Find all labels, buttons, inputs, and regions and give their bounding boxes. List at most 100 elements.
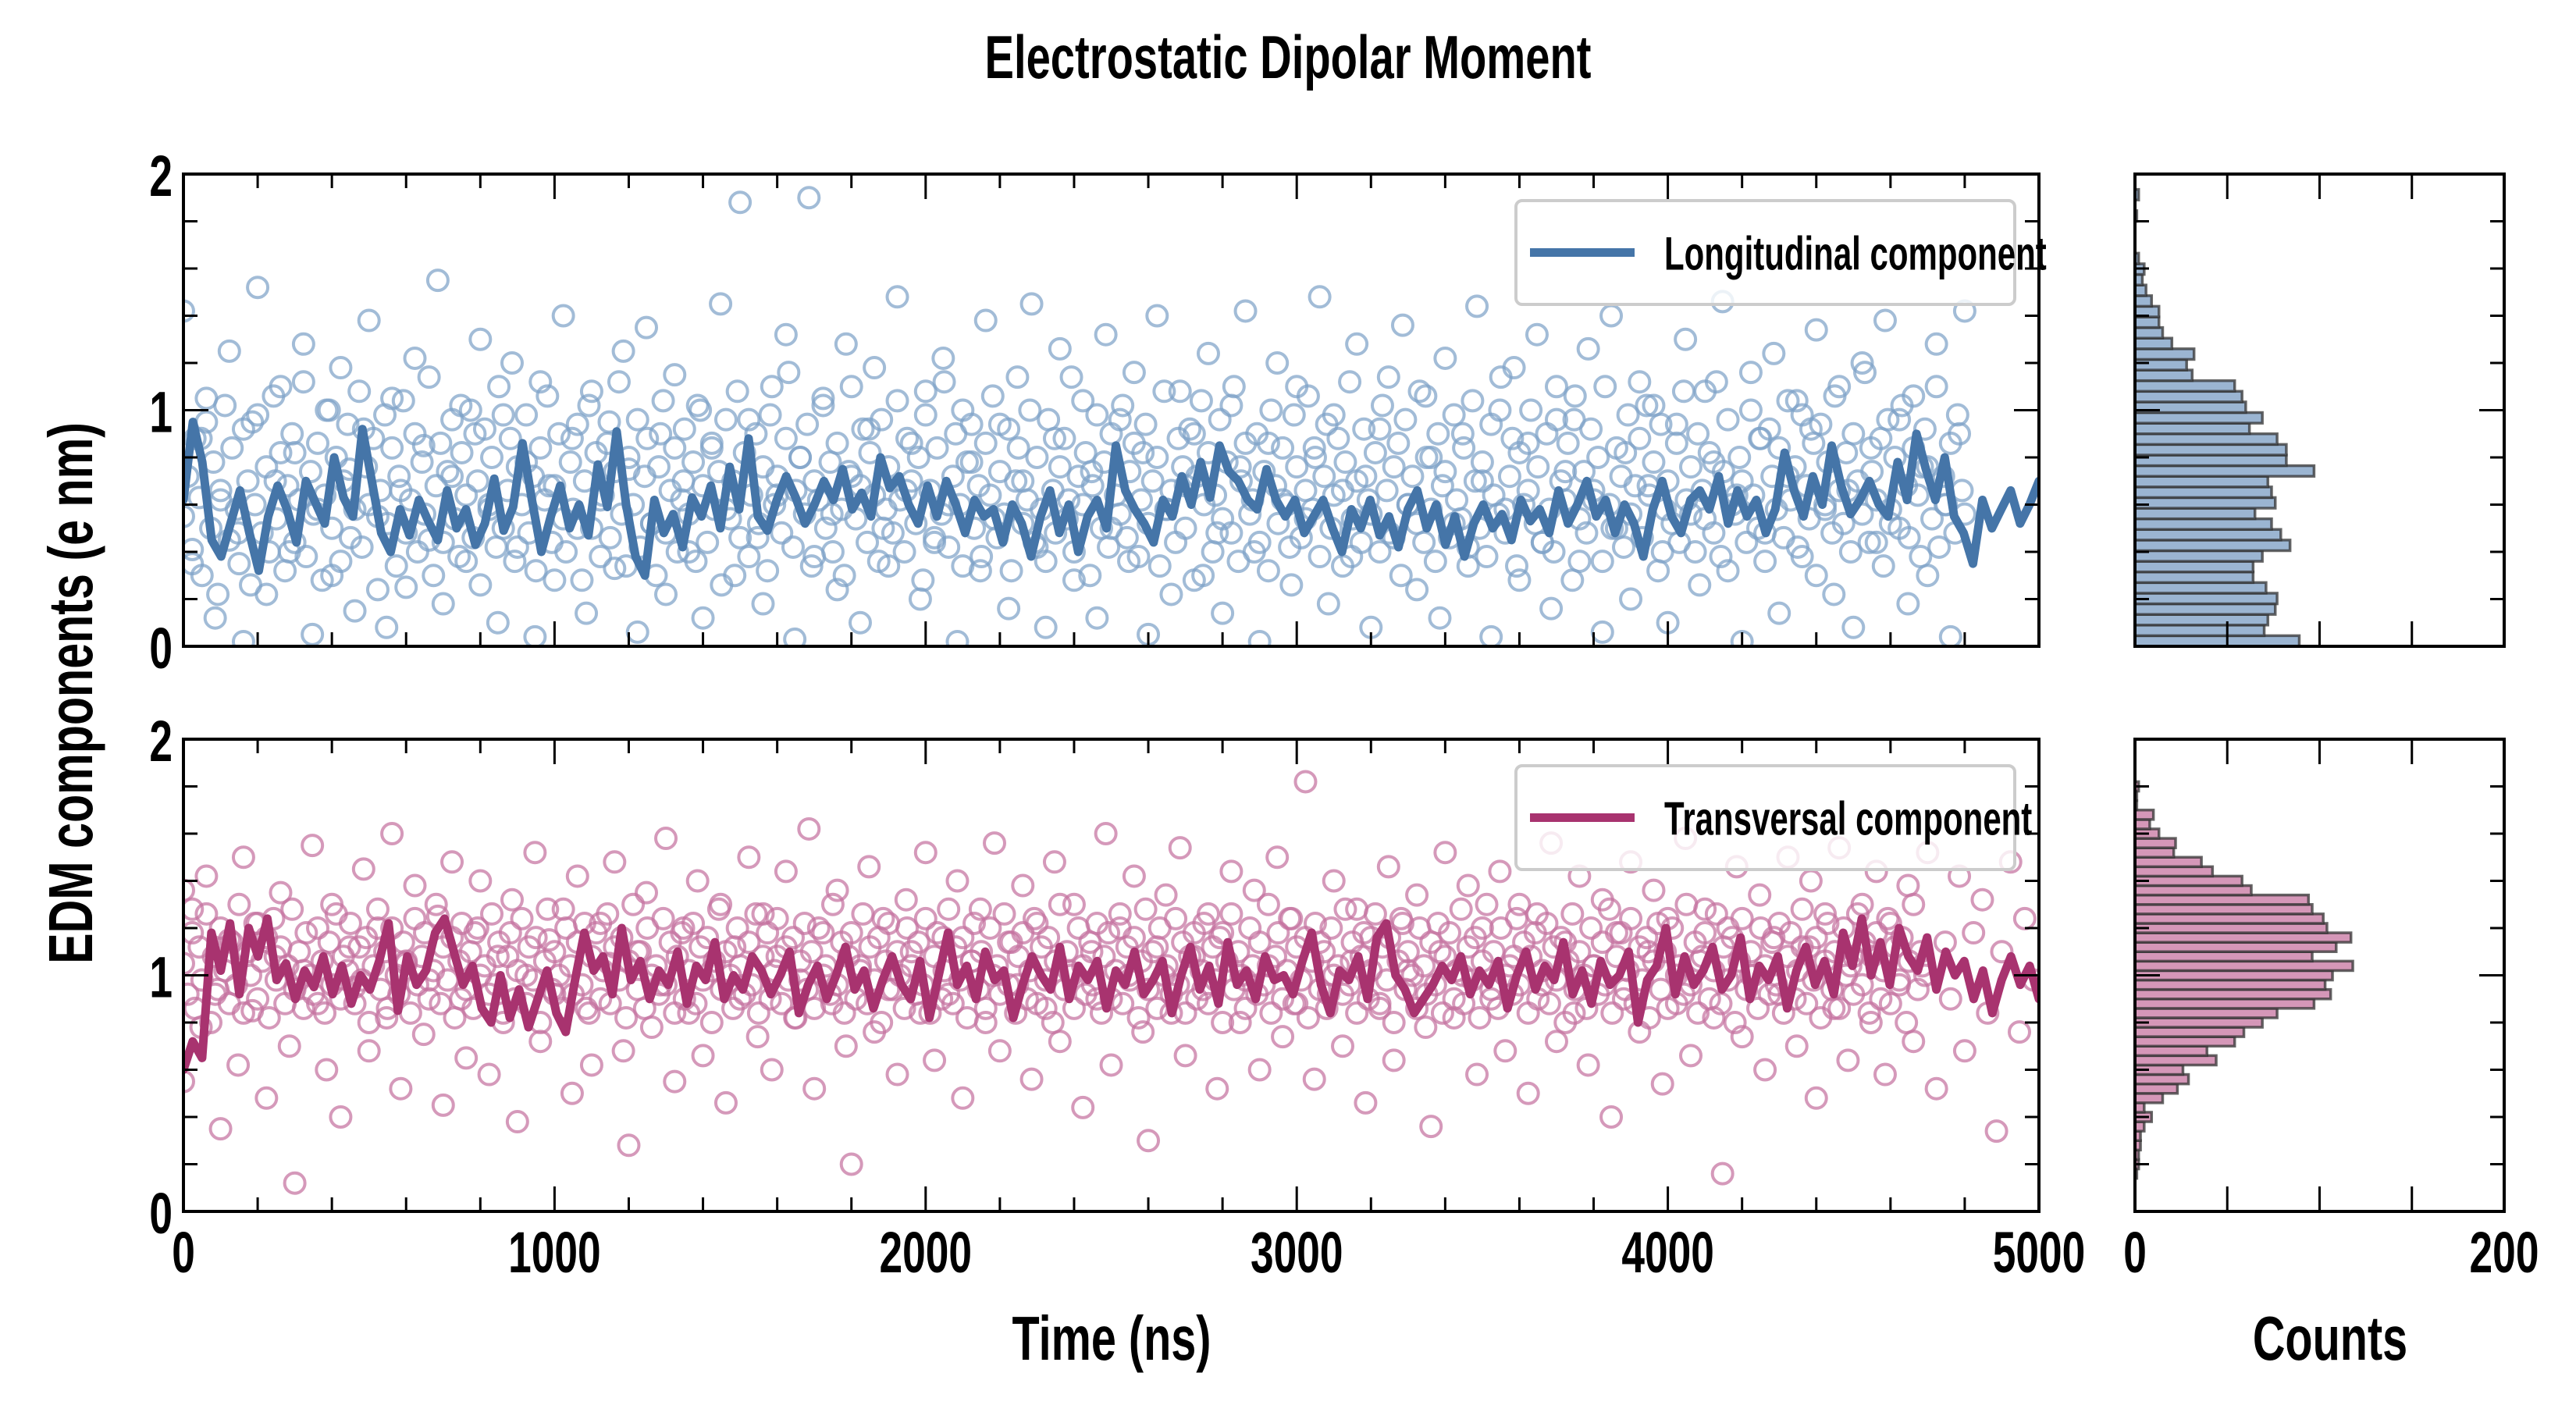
scatter-point bbox=[811, 921, 835, 945]
scatter-point bbox=[1393, 407, 1418, 432]
scatter-point bbox=[338, 911, 362, 935]
scatter-point bbox=[1600, 1001, 1624, 1025]
scatter-point bbox=[945, 869, 970, 893]
histogram-bar bbox=[2133, 903, 2314, 916]
scatter-point bbox=[1211, 601, 1235, 625]
scatter-point bbox=[1080, 474, 1105, 498]
scatter-point bbox=[832, 1001, 856, 1025]
histogram-bar bbox=[2133, 959, 2354, 973]
series-line bbox=[183, 418, 2039, 580]
scatter-point bbox=[336, 412, 360, 436]
scatter-point bbox=[528, 436, 553, 460]
legend-box bbox=[1514, 764, 2016, 871]
scatter-point bbox=[547, 422, 571, 446]
scatter-point bbox=[551, 304, 575, 328]
histogram-bar bbox=[2133, 809, 2155, 821]
scatter-point bbox=[1285, 455, 1309, 479]
scatter-point bbox=[783, 627, 807, 646]
scatter-point bbox=[681, 450, 706, 475]
scatter-point bbox=[806, 916, 831, 940]
scatter-point bbox=[273, 559, 297, 583]
scatter-point bbox=[894, 887, 918, 912]
scatter-point bbox=[617, 1133, 641, 1158]
x-tick-label: 1000 bbox=[508, 1220, 601, 1285]
histogram-bar bbox=[2133, 1072, 2190, 1086]
scatter-point bbox=[498, 921, 522, 945]
scatter-point bbox=[477, 1062, 501, 1087]
scatter-point bbox=[257, 1005, 281, 1030]
scatter-point bbox=[1140, 469, 1165, 493]
scatter-point bbox=[856, 530, 880, 554]
scatter-point bbox=[1465, 294, 1489, 318]
scatter-point bbox=[1857, 530, 1881, 554]
scatter-point bbox=[1704, 902, 1728, 926]
scatter-point bbox=[1767, 601, 1791, 625]
scatter-point bbox=[1345, 469, 1369, 493]
scatter-point bbox=[1488, 859, 1512, 884]
scatter-point bbox=[1642, 878, 1666, 902]
histogram-bar bbox=[2133, 613, 2270, 627]
scatter-point bbox=[1767, 436, 1791, 460]
scatter-point bbox=[774, 859, 798, 884]
scatter-point bbox=[923, 1048, 947, 1072]
scatter-point bbox=[560, 426, 584, 450]
scatter-point bbox=[973, 431, 998, 455]
scatter-point bbox=[1266, 511, 1290, 535]
scatter-point bbox=[1430, 1001, 1454, 1025]
scatter-point bbox=[1414, 446, 1439, 469]
scatter-point bbox=[535, 384, 560, 408]
scatter-point bbox=[621, 892, 646, 916]
scatter-point bbox=[523, 624, 547, 646]
scatter-point bbox=[1326, 426, 1350, 450]
scatter-point bbox=[1173, 516, 1197, 540]
scatter-point bbox=[301, 622, 325, 646]
histogram-bar bbox=[2133, 634, 2301, 648]
histogram-bar bbox=[2133, 464, 2316, 478]
scatter-point bbox=[417, 987, 441, 1011]
scatter-point bbox=[1019, 1067, 1044, 1091]
scatter-point bbox=[1507, 440, 1532, 464]
scatter-point bbox=[1192, 911, 1216, 935]
histogram-bar bbox=[2133, 818, 2151, 831]
histogram-bar bbox=[2133, 507, 2257, 521]
scatter-point bbox=[231, 417, 255, 441]
scatter-point bbox=[725, 379, 749, 404]
scatter-point bbox=[537, 928, 561, 952]
scatter-point bbox=[1757, 417, 1781, 441]
x-tick-label: 4000 bbox=[1621, 1220, 1714, 1285]
scatter-point bbox=[405, 540, 429, 564]
scatter-point bbox=[978, 916, 1002, 940]
scatter-point bbox=[968, 897, 992, 921]
scatter-point bbox=[1542, 540, 1566, 564]
scatter-point bbox=[1034, 615, 1058, 639]
scatter-point bbox=[431, 592, 455, 616]
scatter-point bbox=[1092, 944, 1116, 969]
scatter-point bbox=[1628, 426, 1652, 450]
scatter-point bbox=[1804, 1086, 1828, 1110]
scatter-point bbox=[1539, 596, 1564, 621]
scatter-point bbox=[246, 403, 270, 427]
scatter-point bbox=[1302, 436, 1326, 460]
scatter-point bbox=[425, 269, 450, 293]
scatter-point bbox=[646, 455, 671, 479]
scatter-point bbox=[832, 564, 856, 588]
scatter-point bbox=[440, 407, 464, 432]
histogram-bar bbox=[2133, 486, 2273, 500]
scatter-point bbox=[454, 1046, 479, 1070]
scatter-point bbox=[422, 564, 446, 588]
scatter-point bbox=[1646, 911, 1670, 935]
scatter-point bbox=[1753, 1058, 1777, 1082]
scatter-point bbox=[1382, 1048, 1406, 1072]
scatter-point bbox=[1173, 1044, 1197, 1068]
scatter-point bbox=[1784, 1034, 1809, 1058]
scatter-point bbox=[436, 460, 460, 484]
scatter-point bbox=[480, 446, 504, 469]
scatter-point bbox=[1635, 926, 1659, 950]
scatter-point bbox=[227, 892, 251, 916]
x-axis-label-time: Time (ns) bbox=[1012, 1304, 1212, 1374]
scatter-point bbox=[758, 403, 782, 427]
scatter-point bbox=[1579, 417, 1603, 441]
scatter-point bbox=[329, 356, 353, 380]
scatter-point bbox=[503, 550, 527, 574]
scatter-point bbox=[1085, 403, 1109, 427]
